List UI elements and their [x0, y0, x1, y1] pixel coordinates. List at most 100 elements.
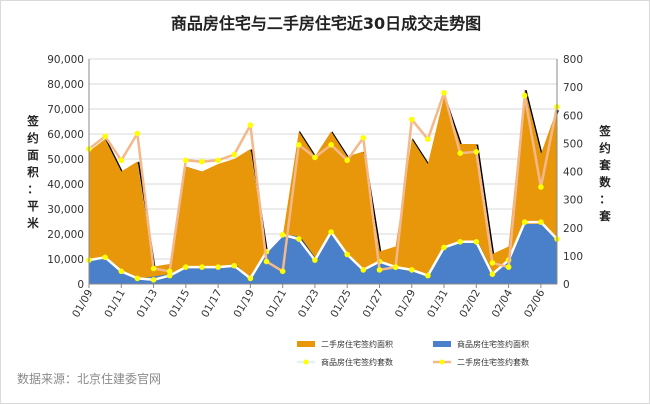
data-point	[344, 251, 351, 258]
data-point	[199, 264, 205, 270]
data-point	[376, 267, 383, 273]
area-secondhand-sign-area	[89, 89, 557, 284]
data-point	[118, 157, 125, 164]
data-point	[199, 158, 205, 165]
data-point	[215, 157, 221, 164]
data-point	[215, 264, 221, 270]
line-series	[86, 90, 560, 283]
data-point	[489, 271, 496, 278]
legend-label: 二手房住宅签约套数	[457, 357, 529, 367]
data-point	[409, 267, 415, 273]
x-tick-label: 01/19	[231, 288, 257, 320]
x-tick-label: 01/13	[135, 288, 161, 320]
x-tick-label: 01/27	[361, 288, 387, 320]
x-tick-label: 02/04	[490, 287, 516, 319]
x-tick-label: 02/06	[522, 287, 548, 319]
data-point	[183, 157, 189, 164]
y-tick-left: 40,000	[47, 179, 84, 191]
legend-label: 商品房住宅签约套数	[321, 357, 393, 367]
y-tick-left: 90,000	[47, 54, 84, 66]
data-point	[344, 157, 351, 164]
y-tick-left: 10,000	[47, 254, 84, 266]
data-point	[360, 135, 367, 141]
data-point	[489, 260, 496, 266]
data-point	[425, 272, 431, 279]
x-tick-label: 01/25	[328, 288, 354, 320]
data-point	[183, 264, 189, 270]
y-tick-right: 600	[563, 110, 583, 122]
x-tick-label: 01/11	[102, 288, 128, 320]
data-point	[312, 257, 318, 263]
x-tick-label: 01/29	[393, 288, 419, 320]
legend-marker	[303, 359, 309, 365]
data-point	[473, 149, 480, 155]
data-point	[247, 275, 254, 282]
y-tick-right: 100	[563, 251, 583, 263]
data-point	[279, 232, 286, 238]
y-tick-left: 60,000	[47, 129, 84, 141]
legend-swatch	[297, 341, 315, 347]
data-point	[166, 268, 173, 275]
x-tick-label: 01/17	[199, 288, 225, 320]
data-point	[328, 142, 334, 148]
data-point	[538, 219, 544, 225]
data-point	[134, 275, 141, 282]
legend-marker	[439, 359, 445, 365]
x-tick-label: 01/15	[167, 288, 193, 320]
legend-swatch	[433, 341, 451, 347]
data-point	[441, 244, 447, 251]
y-tick-left: 50,000	[47, 154, 84, 166]
data-point	[134, 130, 141, 137]
area-new-house-sign-area	[89, 224, 557, 284]
y-tick-left: 80,000	[47, 79, 84, 91]
y-tick-right: 300	[563, 195, 583, 207]
data-point	[457, 150, 464, 156]
data-point	[150, 265, 157, 272]
data-point	[312, 154, 318, 161]
x-tick-label: 02/02	[457, 288, 483, 320]
data-point	[328, 229, 334, 235]
legend-label: 二手房住宅签约面积	[321, 339, 393, 349]
y-tick-right: 500	[563, 138, 583, 150]
data-point	[118, 268, 125, 275]
x-tick-label: 01/09	[70, 288, 96, 320]
x-tick-label: 01/23	[296, 288, 322, 320]
y-tick-right: 200	[563, 223, 583, 235]
y-tick-right: 800	[563, 54, 583, 66]
data-point	[425, 136, 431, 142]
x-tick-label: 01/21	[264, 288, 290, 320]
data-point	[409, 116, 415, 123]
data-point	[296, 236, 302, 242]
data-point	[521, 92, 528, 99]
data-point	[150, 277, 157, 283]
data-point	[102, 254, 108, 261]
legend-label: 商品房住宅签约面积	[457, 339, 529, 349]
y-axis-label-right: 签约套数：套	[598, 124, 611, 223]
data-point	[441, 90, 447, 96]
data-point	[473, 239, 480, 245]
data-point	[457, 239, 464, 245]
data-point	[263, 258, 270, 265]
data-point	[247, 122, 254, 128]
y-axis-label-left: 签约面积：平米	[26, 114, 39, 230]
data-point	[392, 264, 399, 270]
data-point	[360, 267, 367, 273]
y-tick-left: 0	[77, 279, 84, 291]
data-point	[521, 219, 528, 225]
y-tick-left: 70,000	[47, 104, 84, 116]
axis-label-text: 签约面积：平米	[26, 114, 39, 230]
y-tick-right: 0	[563, 279, 570, 291]
data-point	[102, 133, 108, 140]
y-tick-left: 20,000	[47, 229, 84, 241]
area-series	[89, 89, 559, 284]
source-note: 数据来源：北京住建委官网	[17, 371, 161, 386]
data-point	[279, 268, 286, 275]
data-point	[231, 262, 237, 269]
data-point	[166, 272, 173, 279]
y-tick-left: 30,000	[47, 204, 84, 216]
x-tick-label: 01/31	[425, 288, 451, 320]
data-point	[538, 184, 544, 190]
